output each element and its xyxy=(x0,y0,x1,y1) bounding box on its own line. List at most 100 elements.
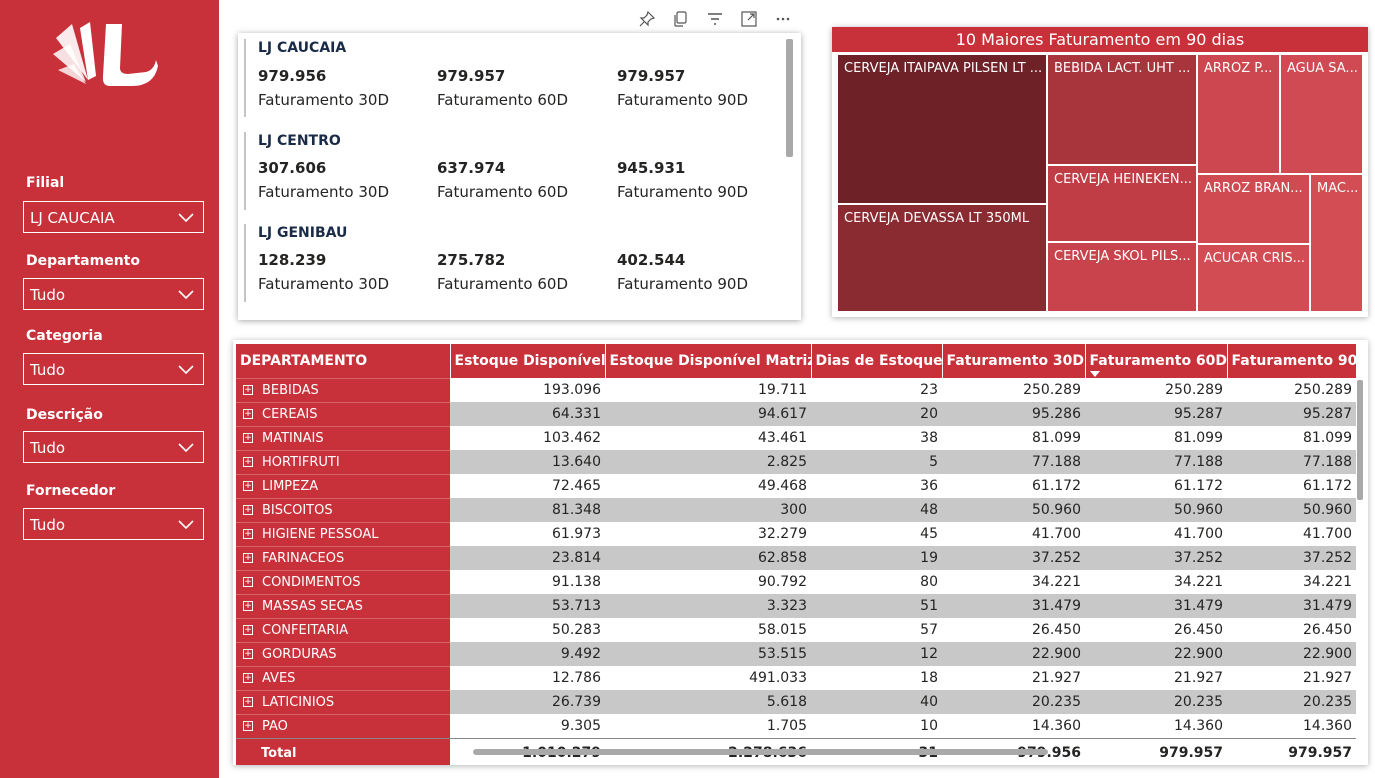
treemap-tile[interactable]: AGUA SA... xyxy=(1280,54,1363,174)
slicer-filial-dropdown[interactable]: LJ CAUCAIA xyxy=(23,201,204,233)
card-group-centro[interactable]: LJ CENTRO 307.606 637.974 945.931 Fatura… xyxy=(244,132,784,210)
more-options-icon[interactable] xyxy=(774,10,792,28)
slicer-descricao-dropdown[interactable]: Tudo xyxy=(23,431,204,463)
expand-plus-icon[interactable]: + xyxy=(243,456,253,467)
table-row[interactable]: + AVES 12.786 491.033 18 21.927 21.927 21.927 xyxy=(236,665,1356,690)
treemap-tile[interactable]: BEBIDA LACT. UHT ... xyxy=(1047,54,1197,165)
col-header-departamento[interactable]: DEPARTAMENTO xyxy=(236,344,451,378)
cell-fat30: 14.360 xyxy=(942,714,1085,738)
cell-departamento: + GORDURAS xyxy=(236,641,450,666)
card-group-caucaia[interactable]: LJ CAUCAIA 979.956 979.957 979.957 Fatur… xyxy=(244,39,784,117)
col-header-estoque[interactable]: Estoque Disponível xyxy=(450,344,606,378)
table-row[interactable]: + BEBIDAS 193.096 19.711 23 250.289 250.289 250… xyxy=(236,377,1356,402)
expand-plus-icon[interactable]: + xyxy=(243,504,253,515)
expand-plus-icon[interactable]: + xyxy=(243,384,253,395)
col-header-fat60[interactable]: Faturamento 60D xyxy=(1085,344,1228,378)
chevron-down-icon xyxy=(178,443,194,453)
cell-fat90: 41.700 xyxy=(1227,522,1356,546)
treemap-tile[interactable]: CERVEJA DEVASSA LT 350ML xyxy=(837,204,1047,312)
expand-plus-icon[interactable]: + xyxy=(243,600,253,611)
col-header-dias-estoque[interactable]: Dias de Estoque xyxy=(811,344,943,378)
col-header-fat90[interactable]: Faturamento 90D xyxy=(1227,344,1357,378)
table-horizontal-scrollbar[interactable] xyxy=(473,749,1048,755)
focus-mode-icon[interactable] xyxy=(740,10,758,28)
department-name: LATICINIOS xyxy=(262,694,335,710)
expand-plus-icon[interactable]: + xyxy=(243,480,253,491)
copy-icon[interactable] xyxy=(672,10,690,28)
expand-plus-icon[interactable]: + xyxy=(243,624,253,635)
expand-plus-icon[interactable]: + xyxy=(243,696,253,707)
table-row[interactable]: + PAO 9.305 1.705 10 14.360 14.360 14.360 xyxy=(236,713,1356,738)
col-header-fat30[interactable]: Faturamento 30D xyxy=(942,344,1086,378)
card-group-genibau[interactable]: LJ GENIBAU 128.239 275.782 402.544 Fatur… xyxy=(244,224,784,302)
table-row[interactable]: + MATINAIS 103.462 43.461 38 81.099 81.099 81.0… xyxy=(236,425,1356,450)
treemap-tile[interactable]: MAC... xyxy=(1310,174,1363,312)
card-store-title: LJ CENTRO xyxy=(258,133,341,149)
expand-plus-icon[interactable]: + xyxy=(243,528,253,539)
table-vertical-scrollbar[interactable] xyxy=(1357,380,1363,500)
cell-estoque: 23.814 xyxy=(450,546,605,570)
cards-scrollbar[interactable] xyxy=(786,39,793,157)
cell-dias-estoque: 23 xyxy=(811,378,942,402)
table-row[interactable]: + CONFEITARIA 50.283 58.015 57 26.450 26.450 26… xyxy=(236,617,1356,642)
slicer-fornecedor-dropdown[interactable]: Tudo xyxy=(23,508,204,540)
treemap-tile[interactable]: CERVEJA HEINEKEN... xyxy=(1047,165,1197,242)
cell-dias-estoque: 57 xyxy=(811,618,942,642)
table-row[interactable]: + CONDIMENTOS 91.138 90.792 80 34.221 34.221 34… xyxy=(236,569,1356,594)
cell-dias-estoque: 5 xyxy=(811,450,942,474)
col-header-estoque-matriz[interactable]: Estoque Disponível Matriz xyxy=(605,344,812,378)
cell-departamento: + HIGIENE PESSOAL xyxy=(236,521,450,546)
table-row[interactable]: + LIMPEZA 72.465 49.468 36 61.172 61.172 61.172 xyxy=(236,473,1356,498)
treemap-tile[interactable]: ACUCAR CRIS... xyxy=(1197,244,1310,312)
treemap-top10: 10 Maiores Faturamento em 90 dias CERVEJ… xyxy=(832,27,1368,317)
treemap-tile[interactable]: CERVEJA SKOL PILS... xyxy=(1047,242,1197,312)
pin-icon[interactable] xyxy=(638,10,656,28)
cell-estoque: 193.096 xyxy=(450,378,605,402)
chevron-down-icon xyxy=(178,365,194,375)
cell-fat90: 31.479 xyxy=(1227,594,1356,618)
cell-fat60: 31.479 xyxy=(1085,594,1227,618)
cell-fat60: 250.289 xyxy=(1085,378,1227,402)
cell-estoque-matriz: 300 xyxy=(605,498,811,522)
cell-estoque: 91.138 xyxy=(450,570,605,594)
cell-fat60: 22.900 xyxy=(1085,642,1227,666)
expand-plus-icon[interactable]: + xyxy=(243,720,253,731)
cell-fat90: 61.172 xyxy=(1227,474,1356,498)
slicer-categoria-dropdown[interactable]: Tudo xyxy=(23,353,204,385)
card-value-90d: 402.544 xyxy=(617,251,686,269)
department-name: CONFEITARIA xyxy=(262,622,349,638)
cell-fat60: 37.252 xyxy=(1085,546,1227,570)
expand-plus-icon[interactable]: + xyxy=(243,552,253,563)
expand-plus-icon[interactable]: + xyxy=(243,672,253,683)
table-row[interactable]: + FARINACEOS 23.814 62.858 19 37.252 37.252 37.… xyxy=(236,545,1356,570)
cell-departamento: + AVES xyxy=(236,665,450,690)
table-row[interactable]: + BISCOITOS 81.348 300 48 50.960 50.960 50.960 xyxy=(236,497,1356,522)
chevron-down-icon xyxy=(178,213,194,223)
cell-fat60: 50.960 xyxy=(1085,498,1227,522)
table-row[interactable]: + HIGIENE PESSOAL 61.973 32.279 45 41.700 41.7… xyxy=(236,521,1356,546)
slicer-departamento-dropdown[interactable]: Tudo xyxy=(23,278,204,310)
table-row[interactable]: + HORTIFRUTI 13.640 2.825 5 77.188 77.188 77.18… xyxy=(236,449,1356,474)
table-row[interactable]: + CEREAIS 64.331 94.617 20 95.286 95.287 95.287 xyxy=(236,401,1356,426)
expand-plus-icon[interactable]: + xyxy=(243,408,253,419)
cell-estoque: 61.973 xyxy=(450,522,605,546)
treemap-tile[interactable]: CERVEJA ITAIPAVA PILSEN LT ... xyxy=(837,54,1047,204)
cell-fat90: 22.900 xyxy=(1227,642,1356,666)
expand-plus-icon[interactable]: + xyxy=(243,432,253,443)
table-row[interactable]: + MASSAS SECAS 53.713 3.323 51 31.479 31.479 31… xyxy=(236,593,1356,618)
cell-dias-estoque: 12 xyxy=(811,642,942,666)
cell-fat90: 81.099 xyxy=(1227,426,1356,450)
expand-plus-icon[interactable]: + xyxy=(243,648,253,659)
card-label-30d: Faturamento 30D xyxy=(258,183,390,201)
table-row[interactable]: + LATICINIOS 26.739 5.618 40 20.235 20.235 20.2… xyxy=(236,689,1356,714)
treemap-tile[interactable]: ARROZ BRAN... xyxy=(1197,174,1310,244)
cell-fat30: 26.450 xyxy=(942,618,1085,642)
filter-icon[interactable] xyxy=(706,10,724,28)
cell-departamento: + CONFEITARIA xyxy=(236,617,450,642)
card-label-90d: Faturamento 90D xyxy=(617,275,749,293)
expand-plus-icon[interactable]: + xyxy=(243,576,253,587)
card-value-60d: 275.782 xyxy=(437,251,506,269)
treemap-tile[interactable]: ARROZ P... xyxy=(1197,54,1280,174)
cell-estoque-matriz: 19.711 xyxy=(605,378,811,402)
table-row[interactable]: + GORDURAS 9.492 53.515 12 22.900 22.900 22.900 xyxy=(236,641,1356,666)
